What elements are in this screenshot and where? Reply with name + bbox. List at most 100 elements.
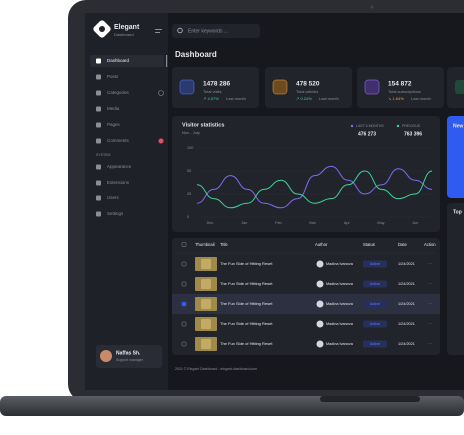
post-title[interactable]: The Fun Side of Hitting Reset (220, 301, 273, 306)
thumbnail-detail (201, 279, 211, 289)
action-menu[interactable]: ··· (428, 301, 432, 306)
stat-card (357, 67, 444, 108)
brand: Elegant (114, 24, 140, 31)
checkbox[interactable] (181, 301, 187, 307)
stat-period: Last month (319, 96, 339, 101)
menu-icon (96, 180, 101, 186)
legend-total: 476 273 (358, 131, 376, 137)
thumbnail-detail (201, 299, 211, 309)
screen: Elegant Dashboard Enter keywords ... Das… (85, 13, 464, 390)
post-title[interactable]: The Fun Side of Hitting Reset (220, 321, 273, 326)
stat-icon (272, 79, 288, 95)
row-selected (172, 294, 440, 314)
menu-item[interactable]: Settings (107, 211, 124, 216)
menu-toggle[interactable] (155, 32, 160, 33)
search-box[interactable] (172, 24, 260, 38)
menu-item[interactable]: Posts (107, 74, 119, 79)
menu-item[interactable]: Comments (107, 138, 130, 143)
column-header: Thumbnail (195, 242, 215, 247)
checkbox[interactable] (181, 261, 187, 267)
sidebar-scroll (166, 55, 168, 67)
checkbox[interactable] (181, 281, 187, 287)
comments-badge (158, 138, 164, 144)
author-avatar (316, 300, 324, 308)
x-tick-label: Apr (344, 221, 351, 225)
legend-total: 763 396 (404, 131, 422, 137)
checkbox[interactable] (181, 321, 187, 327)
action-menu[interactable]: ··· (428, 341, 432, 346)
search-placeholder: Enter keywords ... (188, 28, 228, 34)
column-header: Title (220, 242, 228, 247)
action-menu[interactable]: ··· (428, 321, 432, 326)
menu-item[interactable]: Appearance (107, 164, 132, 169)
menu-item[interactable]: Categories (107, 90, 130, 95)
menu-active (90, 55, 164, 67)
menu-icon (96, 211, 101, 217)
author-name: Madina Ivanova (326, 342, 354, 346)
stat-period: Last month (411, 96, 431, 101)
author-avatar (316, 280, 324, 288)
column-header: Action (424, 242, 436, 247)
add-category[interactable] (158, 90, 164, 96)
author-avatar (316, 340, 324, 348)
checkbox[interactable] (181, 242, 187, 247)
legend-dot (396, 124, 400, 128)
user-card[interactable] (96, 345, 162, 368)
user-name: Naffas Sh. (116, 350, 141, 356)
stat-icon (179, 79, 195, 95)
status: Active (370, 282, 380, 286)
promo-title: New (453, 123, 463, 129)
menu-toggle[interactable] (155, 29, 162, 30)
date: 1/24/2021 (398, 302, 415, 306)
menu-item[interactable]: Dashboard (107, 58, 130, 63)
action-menu[interactable]: ··· (428, 261, 432, 266)
menu-item[interactable]: Media (107, 106, 120, 111)
status: Active (370, 342, 380, 346)
post-title[interactable]: The Fun Side of Hitting Reset (220, 261, 273, 266)
stat-value: 478 520 (296, 81, 320, 88)
date: 1/24/2021 (398, 342, 415, 346)
user-avatar (100, 350, 112, 362)
stat-label: Total subscriptions (388, 89, 421, 94)
search-icon (177, 27, 183, 34)
date: 1/24/2021 (398, 262, 415, 266)
action-menu[interactable]: ··· (428, 281, 432, 286)
x-tick-label: May (377, 221, 384, 225)
menu-item[interactable]: Extensions (107, 180, 130, 185)
stat-period: Last month (226, 96, 246, 101)
stat-change: ↗ 4.07% (203, 96, 219, 101)
legend-name: PREVIOUS (402, 124, 421, 128)
author-name: Madina Ivanova (326, 282, 354, 286)
thumbnail-detail (201, 319, 211, 329)
promo-card (447, 116, 464, 198)
top-card (447, 203, 464, 355)
status-pill (363, 300, 387, 308)
brand-sub: Dashboard (114, 32, 134, 37)
menu-icon (96, 138, 101, 144)
menu-item[interactable]: Users (107, 195, 120, 200)
post-title[interactable]: The Fun Side of Hitting Reset (220, 281, 273, 286)
sidebar (85, 13, 168, 390)
y-tick-label: 0 (187, 215, 189, 219)
status-pill (363, 340, 387, 348)
status: Active (370, 302, 380, 306)
page-title: Dashboard (175, 50, 217, 59)
column-header: Status (363, 242, 375, 247)
legend-name: LAST 6 MONTHS (356, 124, 384, 128)
base-notch (320, 396, 420, 402)
stat-label: Total articles (296, 89, 318, 94)
menu-icon (96, 58, 101, 64)
status: Active (370, 262, 380, 266)
x-tick-label: Mar (309, 221, 316, 225)
author-name: Madina Ivanova (326, 302, 354, 306)
post-title[interactable]: The Fun Side of Hitting Reset (220, 341, 273, 346)
stat-card (172, 67, 259, 108)
menu-item[interactable]: Pages (107, 122, 121, 127)
x-tick-label: Feb (275, 221, 282, 225)
status-pill (363, 320, 387, 328)
column-header: Author (315, 242, 328, 247)
author-avatar (316, 320, 324, 328)
column-header: Date (398, 242, 408, 247)
checkbox[interactable] (181, 341, 187, 347)
date: 1/24/2021 (398, 322, 415, 326)
